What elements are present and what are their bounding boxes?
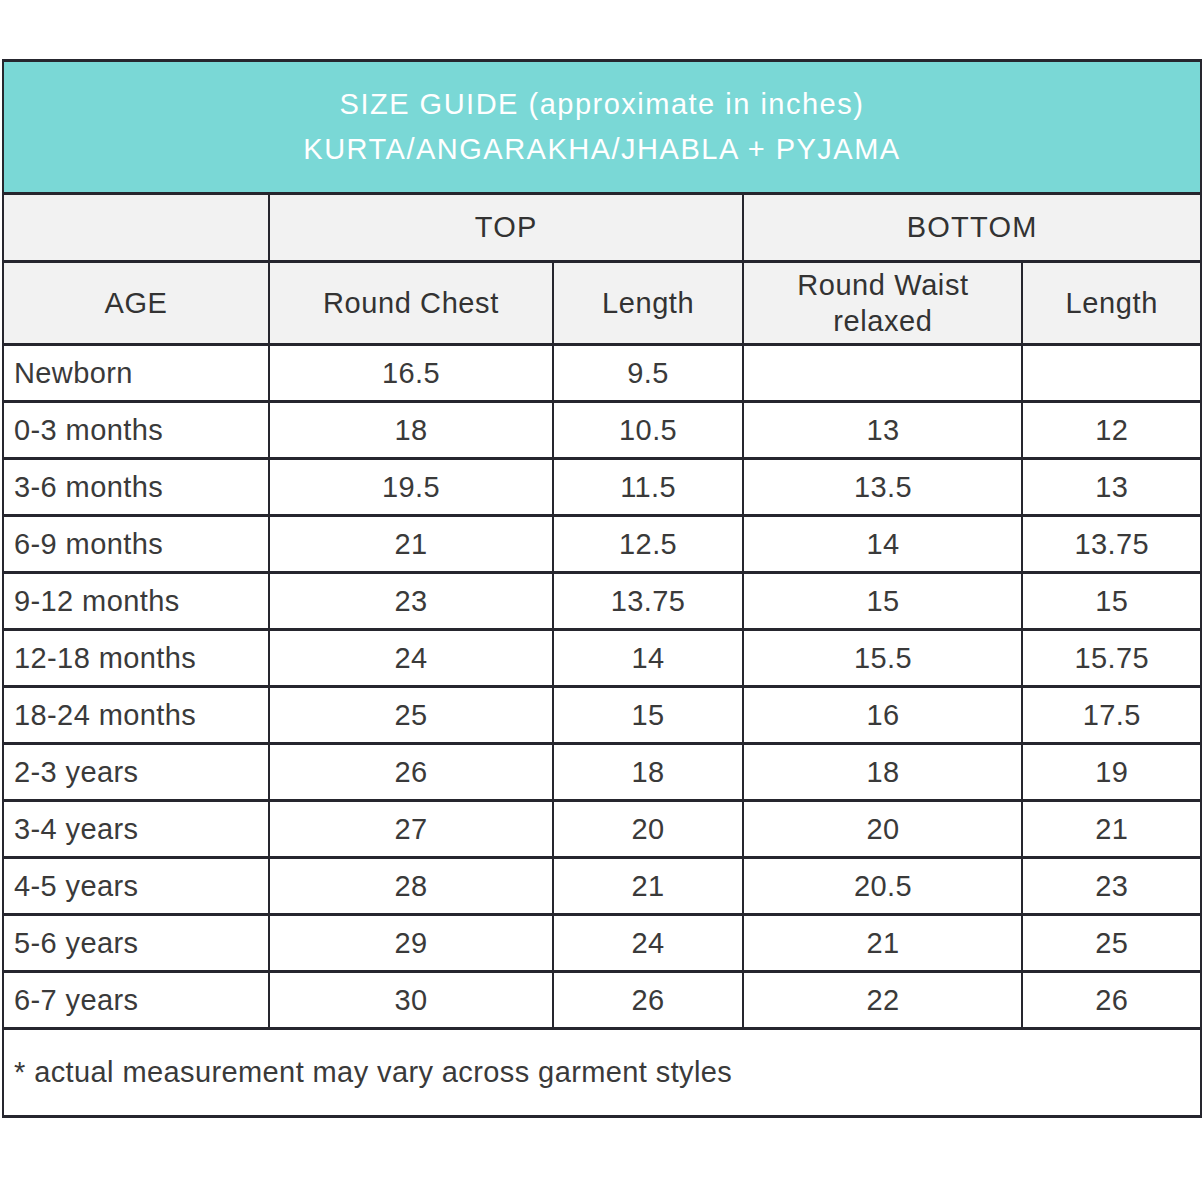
size-guide-page: SIZE GUIDE (approximate in inches) KURTA… (0, 0, 1204, 1204)
age-cell: Newborn (3, 345, 269, 402)
top-length-cell: 10.5 (553, 402, 743, 459)
bottom-round-waist-cell: 14 (743, 516, 1022, 573)
age-cell: 0-3 months (3, 402, 269, 459)
top-round-chest-cell: 29 (269, 915, 553, 972)
bottom-length-cell: 13 (1022, 459, 1201, 516)
top-length-cell: 14 (553, 630, 743, 687)
top-length-cell: 20 (553, 801, 743, 858)
group-header-empty (3, 193, 269, 261)
bottom-round-waist-cell: 15 (743, 573, 1022, 630)
bottom-round-waist-cell: 13 (743, 402, 1022, 459)
age-cell: 6-7 years (3, 972, 269, 1029)
top-round-chest-cell: 27 (269, 801, 553, 858)
size-guide-body: Newborn16.59.50-3 months1810.513123-6 mo… (3, 345, 1201, 1029)
bottom-length-cell: 15.75 (1022, 630, 1201, 687)
top-length-cell: 12.5 (553, 516, 743, 573)
table-row: 6-9 months2112.51413.75 (3, 516, 1201, 573)
age-cell: 5-6 years (3, 915, 269, 972)
group-header-top: TOP (269, 193, 743, 261)
bottom-length-cell: 12 (1022, 402, 1201, 459)
bottom-length-cell: 13.75 (1022, 516, 1201, 573)
bottom-round-waist-cell: 16 (743, 687, 1022, 744)
top-round-chest-cell: 19.5 (269, 459, 553, 516)
bottom-length-cell: 25 (1022, 915, 1201, 972)
table-row: 6-7 years30262226 (3, 972, 1201, 1029)
bottom-round-waist-cell: 22 (743, 972, 1022, 1029)
age-cell: 6-9 months (3, 516, 269, 573)
bottom-round-waist-cell: 21 (743, 915, 1022, 972)
banner-row: SIZE GUIDE (approximate in inches) KURTA… (3, 61, 1201, 194)
table-row: 12-18 months241415.515.75 (3, 630, 1201, 687)
age-cell: 4-5 years (3, 858, 269, 915)
bottom-length-cell: 26 (1022, 972, 1201, 1029)
top-length-cell: 21 (553, 858, 743, 915)
size-guide-table: SIZE GUIDE (approximate in inches) KURTA… (2, 59, 1202, 1118)
bottom-length-cell: 19 (1022, 744, 1201, 801)
footnote-row: * actual measurement may vary across gar… (3, 1029, 1201, 1117)
bottom-length-cell: 23 (1022, 858, 1201, 915)
bottom-length-cell (1022, 345, 1201, 402)
table-row: 4-5 years282120.523 (3, 858, 1201, 915)
top-length-cell: 26 (553, 972, 743, 1029)
top-length-cell: 13.75 (553, 573, 743, 630)
age-cell: 3-4 years (3, 801, 269, 858)
column-header-round-waist: Round Waist relaxed (743, 261, 1022, 345)
table-row: 3-4 years27202021 (3, 801, 1201, 858)
table-row: 2-3 years26181819 (3, 744, 1201, 801)
table-row: Newborn16.59.5 (3, 345, 1201, 402)
table-row: 0-3 months1810.51312 (3, 402, 1201, 459)
group-header-bottom: BOTTOM (743, 193, 1201, 261)
banner-title-line1: SIZE GUIDE (approximate in inches) (4, 82, 1200, 127)
top-round-chest-cell: 16.5 (269, 345, 553, 402)
top-round-chest-cell: 18 (269, 402, 553, 459)
top-length-cell: 18 (553, 744, 743, 801)
bottom-round-waist-cell (743, 345, 1022, 402)
group-header-row: TOP BOTTOM (3, 193, 1201, 261)
table-row: 9-12 months2313.751515 (3, 573, 1201, 630)
table-row: 5-6 years29242125 (3, 915, 1201, 972)
top-round-chest-cell: 28 (269, 858, 553, 915)
bottom-length-cell: 21 (1022, 801, 1201, 858)
bottom-length-cell: 15 (1022, 573, 1201, 630)
age-cell: 18-24 months (3, 687, 269, 744)
footnote-text: * actual measurement may vary across gar… (3, 1029, 1201, 1117)
top-length-cell: 11.5 (553, 459, 743, 516)
column-header-row: AGE Round Chest Length Round Waist relax… (3, 261, 1201, 345)
bottom-round-waist-cell: 15.5 (743, 630, 1022, 687)
age-cell: 3-6 months (3, 459, 269, 516)
top-round-chest-cell: 24 (269, 630, 553, 687)
bottom-round-waist-cell: 18 (743, 744, 1022, 801)
bottom-round-waist-cell: 20.5 (743, 858, 1022, 915)
column-header-bottom-length: Length (1022, 261, 1201, 345)
size-guide-banner: SIZE GUIDE (approximate in inches) KURTA… (3, 61, 1201, 194)
top-round-chest-cell: 25 (269, 687, 553, 744)
bottom-round-waist-cell: 20 (743, 801, 1022, 858)
table-row: 3-6 months19.511.513.513 (3, 459, 1201, 516)
age-cell: 2-3 years (3, 744, 269, 801)
top-length-cell: 15 (553, 687, 743, 744)
top-length-cell: 24 (553, 915, 743, 972)
banner-title-line2: KURTA/ANGARAKHA/JHABLA + PYJAMA (4, 127, 1200, 172)
top-round-chest-cell: 26 (269, 744, 553, 801)
age-cell: 9-12 months (3, 573, 269, 630)
top-round-chest-cell: 23 (269, 573, 553, 630)
bottom-length-cell: 17.5 (1022, 687, 1201, 744)
column-header-age: AGE (3, 261, 269, 345)
top-round-chest-cell: 30 (269, 972, 553, 1029)
top-length-cell: 9.5 (553, 345, 743, 402)
top-round-chest-cell: 21 (269, 516, 553, 573)
age-cell: 12-18 months (3, 630, 269, 687)
column-header-round-chest: Round Chest (269, 261, 553, 345)
bottom-round-waist-cell: 13.5 (743, 459, 1022, 516)
column-header-top-length: Length (553, 261, 743, 345)
table-row: 18-24 months25151617.5 (3, 687, 1201, 744)
